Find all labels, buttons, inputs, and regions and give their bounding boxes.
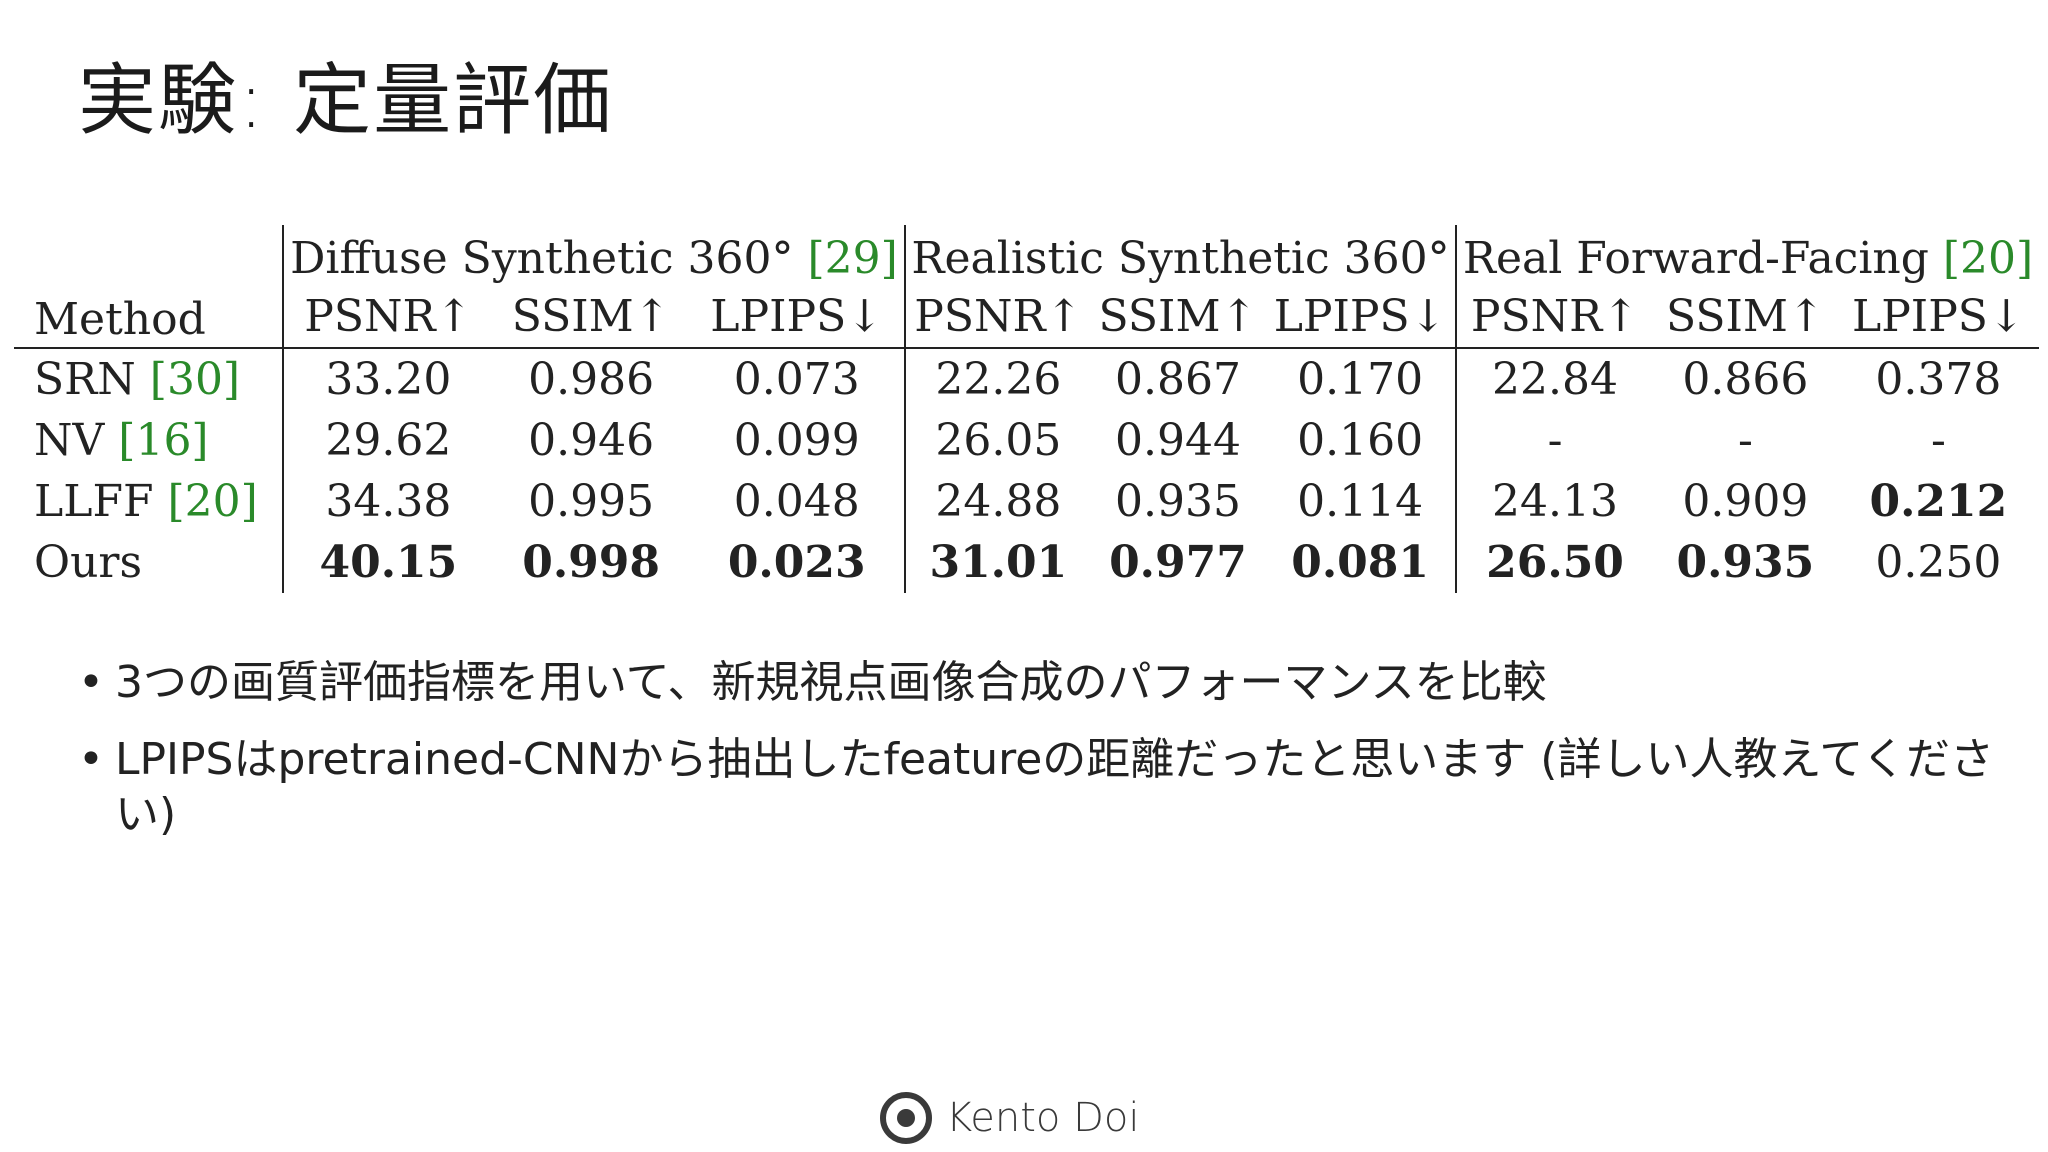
bullet-text: 3つの画質評価指標を用いて、新規視点画像合成のパフォーマンスを比較: [115, 657, 1547, 708]
value-cell: 24.88: [903, 471, 1091, 532]
value-cell: 26.50: [1455, 532, 1653, 593]
method-citation: [30]: [149, 354, 241, 405]
table-group-header-row: Diffuse Synthetic 360° [29] Realistic Sy…: [14, 225, 2039, 286]
metric-header-ssim: SSIM↑: [492, 286, 690, 349]
value-cell: 0.160: [1297, 415, 1424, 466]
table-row: Ours 40.15 0.998 0.023 31.01 0.977 0.081 26.50 0…: [14, 532, 2039, 593]
bullet-dot: •: [78, 734, 104, 785]
value-cell: 24.13: [1455, 471, 1653, 532]
metric-header-psnr: PSNR↑: [1455, 286, 1653, 349]
bullet-item: • 3つの画質評価指標を用いて、新規視点画像合成のパフォーマンスを比較: [70, 655, 2000, 710]
value-cell: 22.26: [903, 348, 1091, 410]
eye-logo-icon: [880, 1092, 932, 1144]
value-cell: 33.20: [282, 348, 493, 410]
table-row: SRN [30] 33.20 0.986 0.073 22.26 0.867 0.170 22…: [14, 348, 2039, 410]
method-name: Ours: [34, 537, 143, 588]
metric-header-psnr: PSNR↑: [282, 286, 493, 349]
group-header-diffuse-synthetic: Diffuse Synthetic 360° [29]: [282, 225, 905, 286]
value-cell: 34.38: [282, 471, 493, 532]
bullet-item: • LPIPSはpretrained-CNNから抽出したfeatureの距離だっ…: [70, 732, 2000, 842]
value-cell: 0.935: [1114, 476, 1241, 527]
value-cell: 0.998: [522, 537, 660, 588]
value-cell: 29.62: [282, 410, 493, 471]
method-name: LLFF: [34, 476, 154, 527]
method-header-spacer: [14, 225, 283, 286]
author-name: Kento Doi: [946, 1095, 1140, 1141]
value-cell: -: [1737, 415, 1753, 466]
method-cell: NV [16]: [14, 410, 283, 471]
value-cell: 31.01: [903, 532, 1091, 593]
value-cell: 0.212: [1869, 476, 2008, 527]
bullet-text: LPIPSはpretrained-CNNから抽出したfeatureの距離だったと…: [115, 734, 1994, 840]
value-cell: 0.073: [733, 354, 860, 405]
value-cell: 0.378: [1875, 354, 2002, 405]
group-citation: [20]: [1942, 233, 2034, 284]
value-cell: 0.081: [1291, 537, 1429, 588]
method-cell: LLFF [20]: [14, 471, 283, 532]
method-citation: [16]: [118, 415, 209, 466]
bullet-list: • 3つの画質評価指標を用いて、新規視点画像合成のパフォーマンスを比較 • LP…: [70, 655, 2000, 864]
table-row: LLFF [20] 34.38 0.995 0.048 24.88 0.935 0.114 2…: [14, 471, 2039, 532]
value-cell: 40.15: [282, 532, 493, 593]
metric-header-lpips: LPIPS↓: [1265, 286, 1457, 349]
method-name: SRN: [34, 354, 136, 405]
group-name: Real Forward-Facing: [1462, 233, 1929, 284]
metric-header-ssim: SSIM↑: [1090, 286, 1266, 349]
value-cell: 0.114: [1297, 476, 1424, 527]
bullet-dot: •: [78, 657, 104, 708]
value-cell: 0.866: [1682, 354, 1809, 405]
group-name: Realistic Synthetic 360°: [911, 233, 1450, 284]
metric-header-lpips: LPIPS↓: [689, 286, 905, 349]
group-header-real-forward-facing: Real Forward-Facing [20]: [1455, 225, 2039, 286]
metric-header-lpips: LPIPS↓: [1837, 286, 2039, 349]
value-cell: 0.099: [733, 415, 860, 466]
value-cell: 0.977: [1109, 537, 1247, 588]
method-cell: SRN [30]: [14, 348, 283, 410]
value-cell: 0.867: [1114, 354, 1241, 405]
value-cell: 0.250: [1875, 537, 2002, 588]
metric-header-ssim: SSIM↑: [1653, 286, 1838, 349]
method-cell: Ours: [14, 532, 283, 593]
value-cell: 0.935: [1676, 537, 1815, 588]
footer-brand: Kento Doi: [880, 1085, 1139, 1151]
value-cell: 0.946: [528, 415, 655, 466]
results-table: Diffuse Synthetic 360° [29] Realistic Sy…: [14, 225, 2039, 593]
slide-title: 実験: 定量評価: [78, 56, 614, 146]
method-citation: [20]: [167, 476, 258, 527]
value-cell: 0.170: [1297, 354, 1424, 405]
value-cell: -: [1455, 410, 1653, 471]
value-cell: -: [1930, 415, 1946, 466]
value-cell: 0.909: [1682, 476, 1809, 527]
value-cell: 0.986: [528, 354, 655, 405]
table-row: NV [16] 29.62 0.946 0.099 26.05 0.944 0.160- - -: [14, 410, 2039, 471]
value-cell: 0.995: [528, 476, 655, 527]
method-name: NV: [34, 415, 105, 466]
value-cell: 26.05: [903, 410, 1091, 471]
group-header-realistic-synthetic: Realistic Synthetic 360°: [903, 225, 1457, 286]
group-name: Diffuse Synthetic 360°: [290, 233, 794, 284]
table-metric-header-row: Method PSNR↑ SSIM↑ LPIPS↓ PSNR↑ SSIM↑ LP…: [14, 286, 2039, 349]
value-cell: 0.023: [727, 537, 866, 588]
value-cell: 0.048: [733, 476, 860, 527]
metric-header-psnr: PSNR↑: [903, 286, 1091, 349]
value-cell: 0.944: [1114, 415, 1241, 466]
group-citation: [29]: [807, 233, 898, 284]
value-cell: 22.84: [1455, 348, 1653, 410]
table-body: SRN [30] 33.20 0.986 0.073 22.26 0.867 0.170 22…: [14, 348, 2039, 593]
method-header: Method: [14, 286, 283, 349]
